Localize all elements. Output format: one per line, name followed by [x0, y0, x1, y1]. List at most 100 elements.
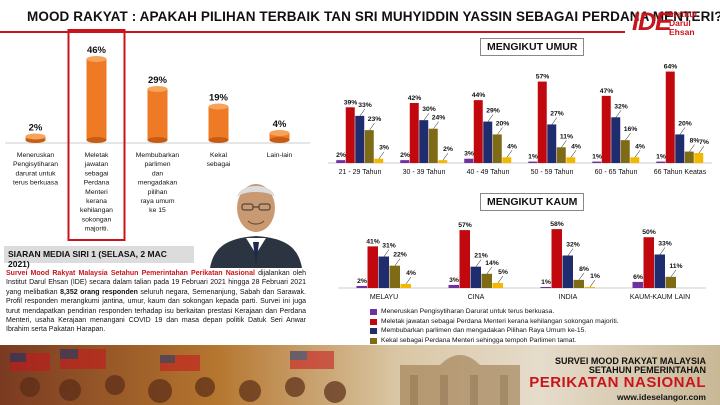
overall-category-label: Menteri [85, 189, 108, 196]
banner-line-2: SETAHUN PEMERINTAHAN [588, 365, 706, 375]
label-leader [679, 127, 686, 135]
bar [374, 158, 384, 163]
label-leader [578, 272, 585, 281]
bar [473, 100, 483, 163]
bar-value-label: 24% [432, 115, 446, 122]
legend-item: Meletak jawatan sebagai Perdana Menteri … [370, 317, 710, 327]
label-leader [423, 112, 430, 121]
bar-value-label: 3% [379, 145, 389, 152]
bar-value-label: 1% [592, 154, 602, 161]
overall-bar-body [86, 59, 107, 140]
bar [470, 266, 481, 288]
bar [448, 284, 459, 288]
category-label: MELAYU [370, 294, 398, 301]
logo-mark: IDE [632, 8, 672, 36]
bar [620, 140, 630, 163]
bar [492, 282, 503, 288]
overall-value-label: 2% [29, 122, 43, 133]
label-leader [378, 151, 385, 159]
bottom-banner: SURVEI MOOD RAKYAT MALAYSIA SETAHUN PEME… [0, 345, 720, 405]
overall-category-label: Meletak [85, 152, 109, 159]
bar [556, 147, 566, 163]
bar-value-label: 29% [486, 108, 500, 115]
bar-value-label: 50% [642, 229, 656, 236]
category-label: 40 - 49 Tahun [467, 169, 510, 176]
bar [355, 115, 365, 163]
bar [400, 283, 411, 288]
bar-value-label: 11% [560, 133, 573, 140]
legend-label: Meneruskan Pengisytiharan Darurat untuk … [381, 308, 555, 315]
label-leader [497, 127, 503, 135]
press-body-1: dijalankan oleh Institut Darul Ehsan (ID… [6, 270, 306, 296]
label-leader [670, 269, 677, 277]
bar [419, 120, 429, 163]
bar [630, 157, 640, 163]
category-label: CINA [468, 294, 485, 301]
bar-value-label: 2% [357, 278, 367, 285]
banner-line-3: PERIKATAN NASIONAL [529, 374, 706, 391]
bar [562, 255, 573, 288]
category-label: 50 - 59 Tahun [531, 169, 574, 176]
bar [428, 128, 438, 163]
category-label: INDIA [559, 294, 578, 301]
label-leader [615, 110, 622, 118]
highlight-frame [67, 29, 126, 241]
overall-category-label: darurat untuk [15, 170, 56, 177]
label-leader [475, 259, 482, 267]
bar [684, 151, 694, 163]
bar [632, 281, 643, 288]
bar-value-label: 4% [507, 143, 517, 150]
label-leader [442, 152, 449, 161]
label-leader [487, 114, 494, 122]
bar [547, 124, 557, 163]
bar-value-label: 31% [382, 243, 396, 250]
legend-label: Meletak jawatan sebagai Perdana Menteri … [381, 317, 619, 325]
bar [389, 265, 400, 288]
bar [464, 158, 474, 163]
bar-value-label: 30% [422, 106, 436, 113]
bar-value-label: 14% [485, 260, 499, 267]
bar [592, 161, 602, 163]
overall-bar [269, 129, 290, 143]
overall-chart: 2% Meneruskan Pengisytiharan darurat untuk t… [5, 29, 310, 241]
label-leader [394, 258, 401, 266]
bar-value-label: 39% [344, 99, 358, 106]
bar-value-label: 64% [664, 64, 678, 71]
legend-item: Kekal sebagai Perdana Menteri sehingga t… [370, 336, 710, 346]
bar-value-label: 1% [541, 279, 551, 286]
bar-value-label: 47% [600, 88, 614, 95]
bar-value-label: 41% [366, 238, 380, 245]
bar [409, 103, 419, 163]
media-heading: SIARAN MEDIA SIRI 1 (SELASA, 2 MAC 2021) [4, 246, 194, 269]
label-leader [634, 150, 641, 158]
bar-value-label: 23% [368, 116, 382, 123]
overall-category-label: Pengisytiharan [13, 161, 58, 168]
portrait-illustration [196, 168, 316, 268]
bar-value-label: 44% [472, 92, 486, 99]
overall-bar-base [269, 137, 290, 143]
legend-swatch [370, 328, 377, 335]
bar [694, 153, 704, 163]
overall-bar-base [86, 137, 107, 143]
category-label: 66 Tahun Keatas [654, 169, 707, 176]
bar [656, 161, 666, 163]
bar [438, 160, 448, 163]
bar-value-label: 5% [498, 269, 508, 276]
label-leader [383, 249, 390, 257]
overall-category-label: terus berkuasa [13, 180, 58, 187]
bar [584, 286, 595, 288]
legend-item: Meneruskan Pengisytiharan Darurat untuk … [370, 307, 710, 317]
overall-category-label: sebagai [85, 170, 109, 177]
overall-bar-top [86, 56, 107, 63]
overall-category-label: kehilangan [80, 207, 113, 214]
label-leader [486, 266, 493, 274]
overall-bar-base [208, 137, 229, 143]
label-leader [567, 248, 574, 256]
bar-value-label: 20% [496, 120, 510, 127]
umur-chart: 2% 39% 33% 23% 3% 21 - 29 Tahun 2% 42%30% 24% 2% 3… [328, 64, 712, 176]
bar-value-label: 42% [408, 95, 422, 102]
bar [364, 130, 374, 163]
bar-value-label: 3% [449, 277, 459, 284]
overall-category-label: Meneruskan [17, 152, 55, 159]
banner-url: www.ideselangor.com [617, 392, 706, 402]
